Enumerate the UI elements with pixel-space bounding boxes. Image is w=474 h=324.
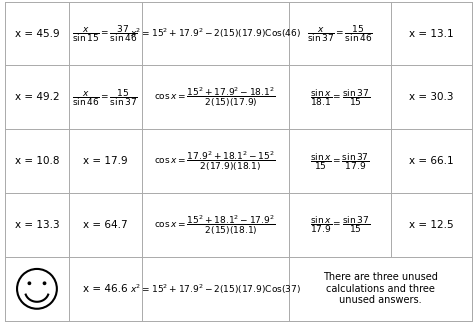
Ellipse shape — [28, 282, 31, 284]
Text: $\cos x = \dfrac{15^2 + 17.9^2 - 18.1^2}{2(15)(17.9)}$: $\cos x = \dfrac{15^2 + 17.9^2 - 18.1^2}… — [154, 86, 276, 109]
Bar — [289, 257, 472, 321]
Text: $\dfrac{\sin x}{17.9} = \dfrac{\sin 37}{15}$: $\dfrac{\sin x}{17.9} = \dfrac{\sin 37}{… — [310, 214, 370, 236]
Text: $\dfrac{x}{\sin 15} = \dfrac{37}{\sin 46}$: $\dfrac{x}{\sin 15} = \dfrac{37}{\sin 46… — [73, 23, 138, 44]
Text: $x^2 = 15^2 + 17.9^2 - 2(15)(17.9)\mathrm{Cos}(46)$: $x^2 = 15^2 + 17.9^2 - 2(15)(17.9)\mathr… — [129, 27, 301, 40]
Text: x = 17.9: x = 17.9 — [83, 156, 128, 166]
Text: There are three unused
calculations and three
unused answers.: There are three unused calculations and … — [323, 272, 438, 306]
Ellipse shape — [43, 282, 46, 284]
Text: x = 46.6: x = 46.6 — [83, 284, 128, 294]
Text: x = 13.1: x = 13.1 — [409, 29, 454, 39]
Text: $\cos x = \dfrac{15^2 + 18.1^2 - 17.9^2}{2(15)(18.1)}$: $\cos x = \dfrac{15^2 + 18.1^2 - 17.9^2}… — [154, 214, 276, 237]
Text: $x^2 = 15^2 + 17.9^2 - 2(15)(17.9)\mathrm{Cos}(37)$: $x^2 = 15^2 + 17.9^2 - 2(15)(17.9)\mathr… — [129, 282, 301, 295]
Text: $\dfrac{\sin x}{18.1} = \dfrac{\sin 37}{15}$: $\dfrac{\sin x}{18.1} = \dfrac{\sin 37}{… — [310, 87, 370, 108]
Text: $\dfrac{x}{\sin 46} = \dfrac{15}{\sin 37}$: $\dfrac{x}{\sin 46} = \dfrac{15}{\sin 37… — [73, 87, 138, 108]
Text: x = 45.9: x = 45.9 — [15, 29, 59, 39]
Text: $\cos x = \dfrac{17.9^2 + 18.1^2 - 15^2}{2(17.9)(18.1)}$: $\cos x = \dfrac{17.9^2 + 18.1^2 - 15^2}… — [154, 150, 276, 173]
Text: x = 13.3: x = 13.3 — [15, 220, 59, 230]
Text: x = 66.1: x = 66.1 — [409, 156, 454, 166]
Text: x = 12.5: x = 12.5 — [409, 220, 454, 230]
Text: $\dfrac{x}{\sin 37} = \dfrac{15}{\sin 46}$: $\dfrac{x}{\sin 37} = \dfrac{15}{\sin 46… — [307, 23, 373, 44]
Text: x = 64.7: x = 64.7 — [83, 220, 128, 230]
Text: $\dfrac{\sin x}{15} = \dfrac{\sin 37}{17.9}$: $\dfrac{\sin x}{15} = \dfrac{\sin 37}{17… — [310, 151, 370, 172]
Text: x = 10.8: x = 10.8 — [15, 156, 59, 166]
Text: x = 49.2: x = 49.2 — [15, 92, 59, 102]
Text: x = 30.3: x = 30.3 — [409, 92, 454, 102]
